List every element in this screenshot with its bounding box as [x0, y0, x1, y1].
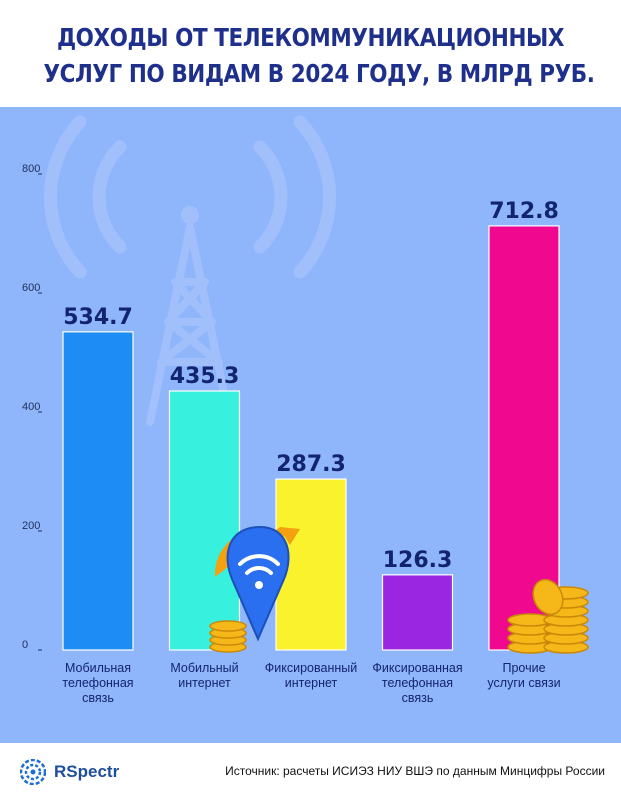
- bar: [168, 390, 241, 651]
- coin-stack-icon: [507, 578, 589, 654]
- y-tick-label: 0: [22, 639, 28, 651]
- bar-value-label: 435.3: [170, 364, 240, 389]
- page-title: ДОХОДЫ ОТ ТЕЛЕКОММУНИКАЦИОННЫХ УСЛУГ ПО …: [43, 20, 595, 92]
- bar: [62, 331, 134, 651]
- category-label: Прочие: [502, 661, 545, 675]
- category-label: телефонная: [382, 676, 453, 690]
- radio-tower-icon: [44, 115, 336, 426]
- category-label: услуги связи: [487, 676, 560, 690]
- bar-value-label: 287.3: [276, 452, 346, 477]
- chart-panel: 534.7 435.3 287.3 126.3 712.8 0 200 400 600 800 М…: [0, 107, 621, 743]
- bar: [381, 574, 454, 651]
- logo[interactable]: RSpectr: [20, 759, 119, 785]
- category-label: интернет: [178, 676, 231, 690]
- coin-stack-icon: [209, 620, 247, 653]
- category-label: интернет: [285, 676, 338, 690]
- y-tick-label: 200: [22, 520, 40, 532]
- logo-text: RSpectr: [54, 762, 120, 781]
- category-label: телефонная: [62, 676, 133, 690]
- category-label: связь: [82, 691, 114, 705]
- category-label: Фиксированная: [372, 661, 462, 675]
- footer: RSpectr Источник: расчеты ИСИЭЗ НИУ ВШЭ …: [0, 743, 621, 800]
- y-tick-label: 600: [22, 282, 40, 294]
- y-tick-label: 800: [22, 163, 40, 175]
- bar-chart: 534.7 435.3 287.3 126.3 712.8 0 200 400 600 800 М…: [22, 115, 589, 705]
- wifi-location-pin-icon: [214, 525, 300, 642]
- title-line-1: ДОХОДЫ ОТ ТЕЛЕКОММУНИКАЦИОННЫХ: [56, 23, 565, 52]
- bar-value-label: 534.7: [63, 305, 133, 330]
- bar-value-label: 712.8: [489, 199, 559, 224]
- category-label: Фиксированный: [265, 661, 357, 675]
- rspectr-logo-icon: [20, 759, 46, 785]
- bar-value-label: 126.3: [383, 548, 453, 573]
- y-tick-label: 400: [22, 401, 40, 413]
- category-label: связь: [402, 691, 434, 705]
- category-label: Мобильная: [65, 661, 131, 675]
- category-label: Мобильный: [170, 661, 238, 675]
- source-note: Источник: расчеты ИСИЭЗ НИУ ВШЭ по данны…: [225, 764, 605, 778]
- title-line-2: УСЛУГ ПО ВИДАМ В 2024 ГОДУ, В МЛРД РУБ.: [43, 59, 595, 88]
